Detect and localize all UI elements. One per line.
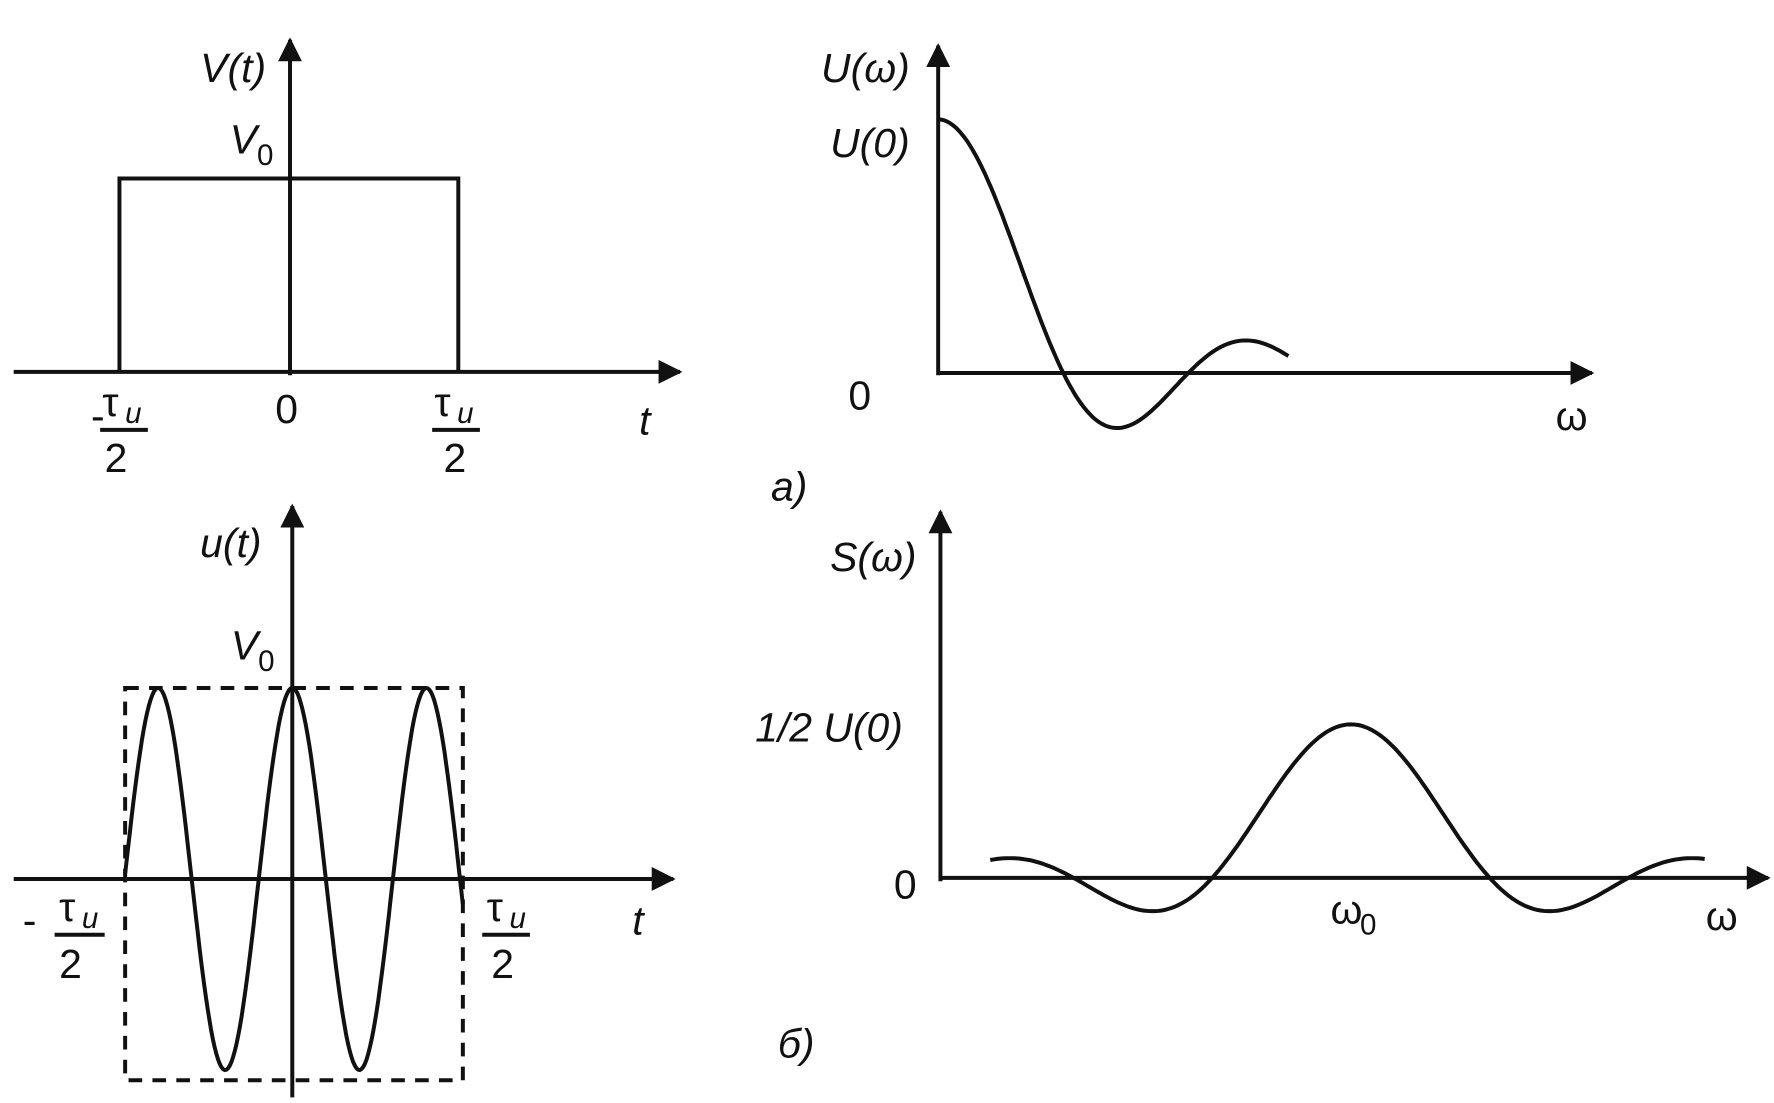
- rect-pulse: [117, 176, 461, 372]
- tau: τ: [59, 884, 75, 930]
- minus: -: [91, 393, 105, 439]
- tau: τ: [487, 884, 503, 930]
- origin: 0: [848, 372, 871, 418]
- minus: -: [23, 898, 37, 944]
- level-sub: 0: [258, 645, 274, 678]
- panel-b-spectrum: S(ω) 1/2 U(0) 0 ω 0 ω: [755, 509, 1771, 942]
- level-sub: 0: [257, 139, 273, 172]
- x-label: t: [639, 397, 652, 443]
- x-label: ω: [1556, 393, 1588, 439]
- level-label: V: [231, 623, 262, 669]
- den: 2: [59, 941, 82, 987]
- cos-pulse: [123, 685, 465, 1073]
- panel-b-time: u(t) V 0 - τ u 2 τ u 2 t: [13, 503, 676, 1098]
- caption: а): [771, 463, 807, 509]
- shifted-sinc: [989, 722, 1705, 914]
- sinc-curve: [938, 117, 1290, 430]
- x-label: ω: [1706, 893, 1738, 939]
- den: 2: [491, 941, 514, 987]
- den: 2: [444, 435, 467, 481]
- tau-sub: u: [509, 902, 525, 935]
- den: 2: [105, 435, 128, 481]
- center-sub: 0: [1360, 909, 1376, 942]
- tau: τ: [102, 379, 118, 425]
- tau-sub: u: [457, 397, 473, 430]
- caption: б): [778, 1021, 815, 1067]
- x-label: t: [632, 898, 645, 944]
- y-label: S(ω): [830, 534, 916, 580]
- panel-a-time: V(t) V 0 - τ u 2 0 τ u 2 t: [13, 37, 683, 481]
- level-label: U(0): [830, 120, 910, 166]
- tau: τ: [434, 379, 450, 425]
- y-label: V(t): [200, 45, 266, 91]
- tau-sub: u: [82, 902, 98, 935]
- y-label: U(ω): [821, 45, 910, 91]
- origin: 0: [894, 861, 917, 907]
- level-label: V: [230, 117, 261, 163]
- origin: 0: [275, 386, 298, 432]
- y-label: u(t): [200, 520, 261, 566]
- level-label: 1/2 U(0): [755, 704, 903, 750]
- tau-sub: u: [125, 397, 141, 430]
- center-label: ω: [1330, 886, 1362, 932]
- panel-a-spectrum: U(ω) U(0) 0 ω: [821, 43, 1595, 439]
